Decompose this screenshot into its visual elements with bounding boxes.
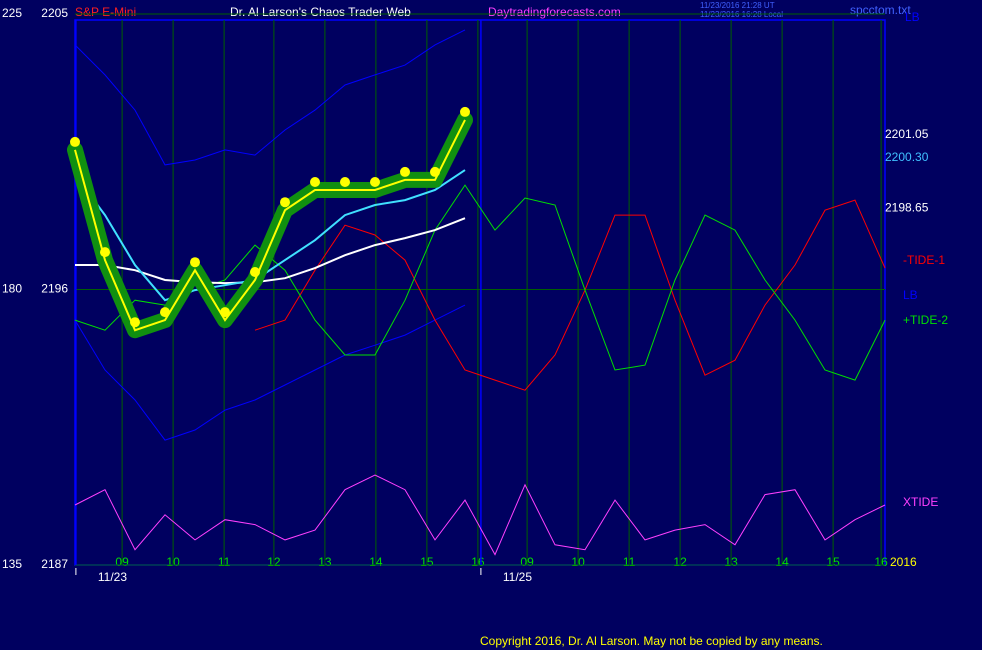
price-dot [430, 166, 440, 177]
legend-label: LB [903, 288, 918, 302]
price-dot [70, 136, 80, 147]
y2-tick-label: 225 [2, 6, 22, 20]
price-dot [190, 257, 200, 268]
x-tick-label: 11 [623, 555, 636, 569]
legend-label: -TIDE-1 [903, 253, 945, 267]
x-tick-label: 10 [571, 555, 585, 569]
time-ut: 11/23/2016 21:28 UT [700, 1, 775, 10]
y2-tick-label: 135 [2, 557, 22, 571]
time-local: 11/23/2016 16:28 Local [700, 10, 783, 19]
last-value: 2201.05 [885, 127, 929, 141]
y-tick-label: 2187 [41, 557, 68, 571]
price-dot [250, 267, 260, 278]
legend-label: XTIDE [903, 495, 938, 509]
file-name: spcctom.txt [850, 3, 911, 17]
series-line [74, 119, 466, 332]
price-dot [460, 106, 470, 117]
x-tick-label: 16 [471, 555, 485, 569]
x-tick-label: 12 [267, 555, 281, 569]
price-dot [310, 177, 320, 188]
price-dot [220, 307, 230, 318]
x-tick-label: 10 [166, 555, 180, 569]
series-line [254, 199, 886, 391]
x-tick-label: 15 [826, 555, 840, 569]
series-line [74, 29, 466, 166]
x-tick-label: 09 [520, 555, 534, 569]
price-dot [370, 177, 380, 188]
y-tick-label: 2196 [41, 282, 68, 296]
chart-title: Dr. Al Larson's Chaos Trader Web [230, 5, 411, 19]
x-tick-label: 14 [775, 555, 789, 569]
x-tick-label: 15 [420, 555, 434, 569]
y2-tick-label: 180 [2, 282, 22, 296]
series-line [74, 304, 466, 441]
x-tick-label: 11 [218, 555, 231, 569]
copyright: Copyright 2016, Dr. Al Larson. May not b… [480, 634, 823, 648]
y-tick-label: 2205 [41, 6, 68, 20]
price-dot [100, 247, 110, 258]
price-dot [130, 317, 140, 328]
x-tick-label: 14 [369, 555, 383, 569]
price-dot [400, 166, 410, 177]
price-dot [340, 177, 350, 188]
price-dot [160, 307, 170, 318]
x-tick-label: 16 [874, 555, 888, 569]
x-tick-label: 12 [673, 555, 687, 569]
x-tick-label: 09 [115, 555, 129, 569]
last-value: 2200.30 [885, 150, 929, 164]
price-dot [280, 197, 290, 208]
date-label: 11/25 [503, 570, 532, 584]
x-tick-label: 13 [318, 555, 332, 569]
legend-label: LB [905, 10, 920, 24]
site: Daytradingforecasts.com [488, 5, 621, 19]
x-tick-label: 13 [724, 555, 738, 569]
legend-label: +TIDE-2 [903, 313, 948, 327]
year: 2016 [890, 555, 917, 569]
date-label: 11/23 [98, 570, 127, 584]
symbol: S&P E-Mini [75, 5, 136, 19]
last-value: 2198.65 [885, 201, 929, 215]
series-line [74, 169, 466, 302]
series-line [74, 474, 886, 556]
